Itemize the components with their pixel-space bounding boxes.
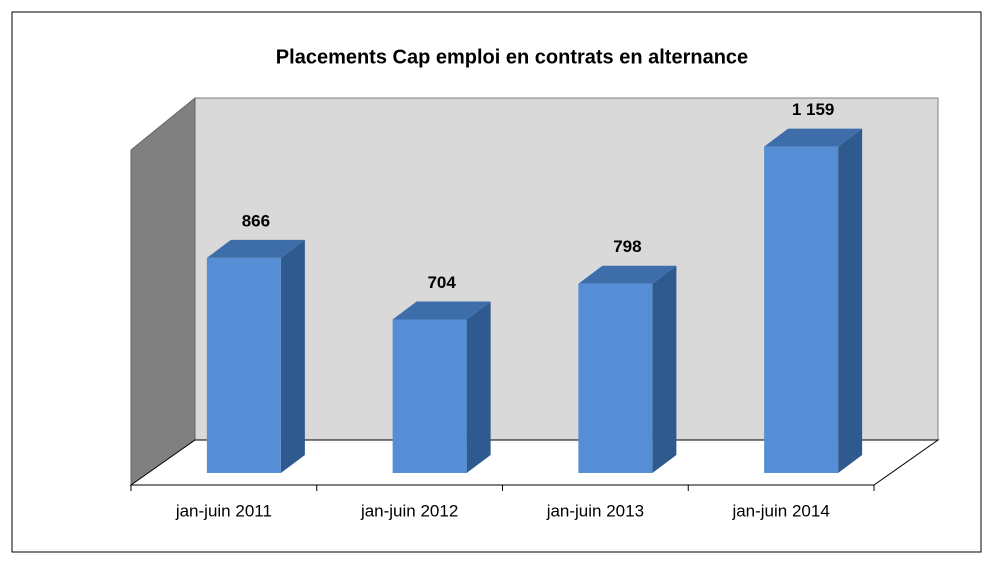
bar-top [764, 128, 863, 147]
bar-top [392, 301, 491, 320]
side-wall [130, 96, 196, 486]
x-tick-label: jan-juin 2012 [360, 501, 458, 520]
x-tick-label: jan-juin 2011 [175, 501, 272, 520]
data-label: 866 [242, 211, 270, 230]
bar-side [652, 265, 677, 473]
bar-top [578, 265, 677, 284]
bar-side [466, 301, 491, 473]
chart-title: Placements Cap emploi en contrats en alt… [276, 46, 748, 68]
bar-side [280, 239, 305, 473]
data-label: 1 159 [792, 100, 835, 119]
bar [392, 319, 467, 473]
bar [578, 283, 653, 473]
x-tick-label: jan-juin 2014 [731, 501, 829, 520]
x-tick-label: jan-juin 2013 [546, 501, 644, 520]
bar-side [838, 128, 863, 473]
bar [206, 257, 281, 473]
bar [764, 146, 839, 473]
bar-top [206, 239, 305, 258]
data-label: 704 [427, 273, 456, 292]
data-label: 798 [613, 237, 641, 256]
